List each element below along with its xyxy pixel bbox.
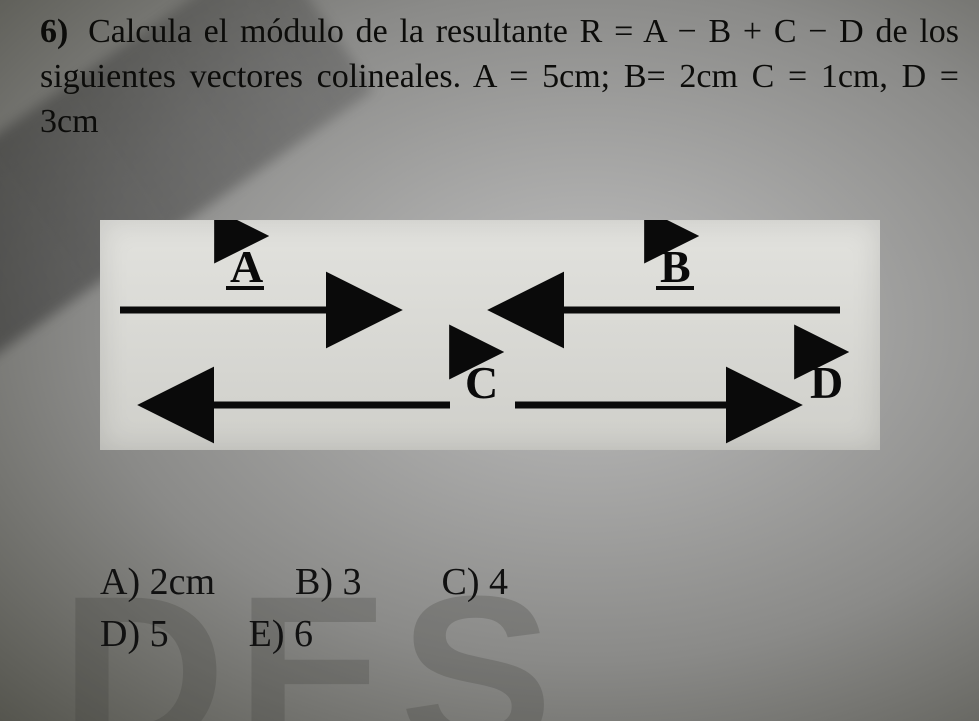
option-b: B) 3 [295,560,362,604]
diagram-svg: A B C D [100,220,880,450]
answer-options: A) 2cm B) 3 C) 4 D) 5 E) 6 [100,560,508,664]
option-c: C) 4 [442,560,509,604]
question-text: Calcula el módulo de la resultante R = A… [40,13,959,140]
question-number: 6) [40,13,68,50]
vector-diagram: A B C D [100,220,880,450]
vector-b-label: B [660,241,691,292]
option-e: E) 6 [249,612,313,656]
question-stem: 6) Calcula el módulo de la resultante R … [40,10,959,145]
vector-d-label: D [810,357,843,408]
vector-a-label: A [230,241,263,292]
option-d: D) 5 [100,612,169,656]
vector-c-label: C [465,357,498,408]
option-a: A) 2cm [100,560,215,604]
